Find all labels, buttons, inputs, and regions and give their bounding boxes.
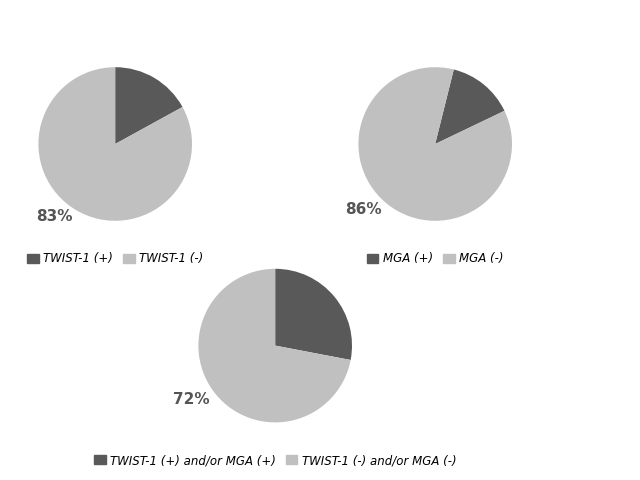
Text: 83%: 83% bbox=[36, 209, 72, 224]
Wedge shape bbox=[275, 269, 352, 360]
Text: 72%: 72% bbox=[173, 392, 210, 407]
Wedge shape bbox=[198, 269, 351, 422]
Text: 28%: 28% bbox=[340, 284, 377, 299]
Wedge shape bbox=[115, 67, 182, 144]
Wedge shape bbox=[435, 70, 504, 144]
Legend: MGA (+), MGA (-): MGA (+), MGA (-) bbox=[362, 248, 509, 270]
Legend: TWIST-1 (+) and/or MGA (+), TWIST-1 (-) and/or MGA (-): TWIST-1 (+) and/or MGA (+), TWIST-1 (-) … bbox=[89, 449, 461, 472]
Legend: TWIST-1 (+), TWIST-1 (-): TWIST-1 (+), TWIST-1 (-) bbox=[22, 248, 208, 270]
Text: 17%: 17% bbox=[158, 64, 195, 79]
Wedge shape bbox=[358, 67, 512, 221]
Wedge shape bbox=[38, 67, 192, 221]
Text: 86%: 86% bbox=[345, 202, 382, 217]
Text: 14%: 14% bbox=[488, 71, 525, 86]
